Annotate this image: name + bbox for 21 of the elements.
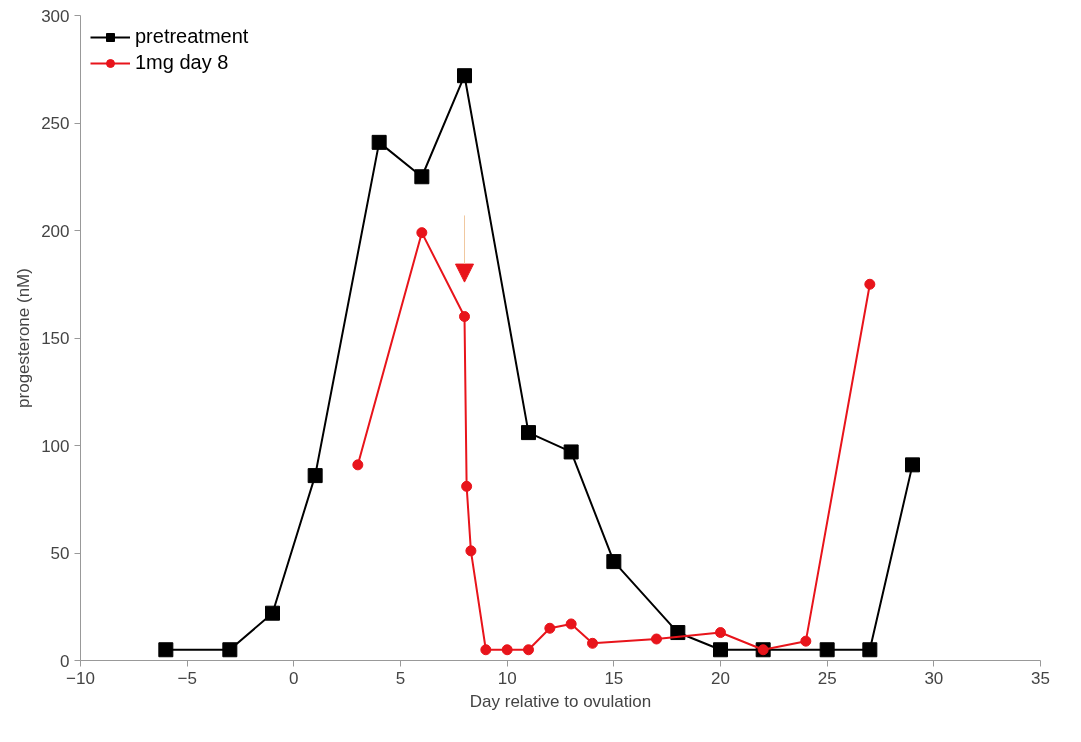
x-tick-label: 30: [924, 668, 944, 688]
y-tick-label: 150: [41, 329, 70, 348]
legend-label: pretreatment: [135, 25, 249, 48]
y-axis-title: progesterone (nM): [14, 268, 34, 408]
y-tick-label: 100: [41, 436, 70, 456]
x-tick-label: 25: [817, 668, 837, 688]
y-tick-label: 50: [50, 544, 70, 563]
y-tick-label: 250: [41, 114, 70, 133]
x-tick-label: 15: [604, 668, 624, 688]
x-tick-label: 20: [711, 668, 730, 688]
x-tick-label: 5: [395, 668, 406, 688]
x-tick-label: −5: [177, 668, 197, 688]
x-tick-label: 10: [497, 668, 517, 688]
legend-label: 1mg day 8: [135, 51, 229, 74]
y-tick-label: 0: [60, 651, 70, 671]
x-tick-label: −10: [66, 668, 95, 688]
y-tick-label: 300: [41, 6, 70, 26]
x-tick-label: 0: [289, 668, 299, 688]
x-axis-title: Day relative to ovulation: [469, 691, 652, 711]
x-tick-label: 35: [1031, 668, 1050, 688]
y-tick-label: 200: [41, 221, 70, 241]
